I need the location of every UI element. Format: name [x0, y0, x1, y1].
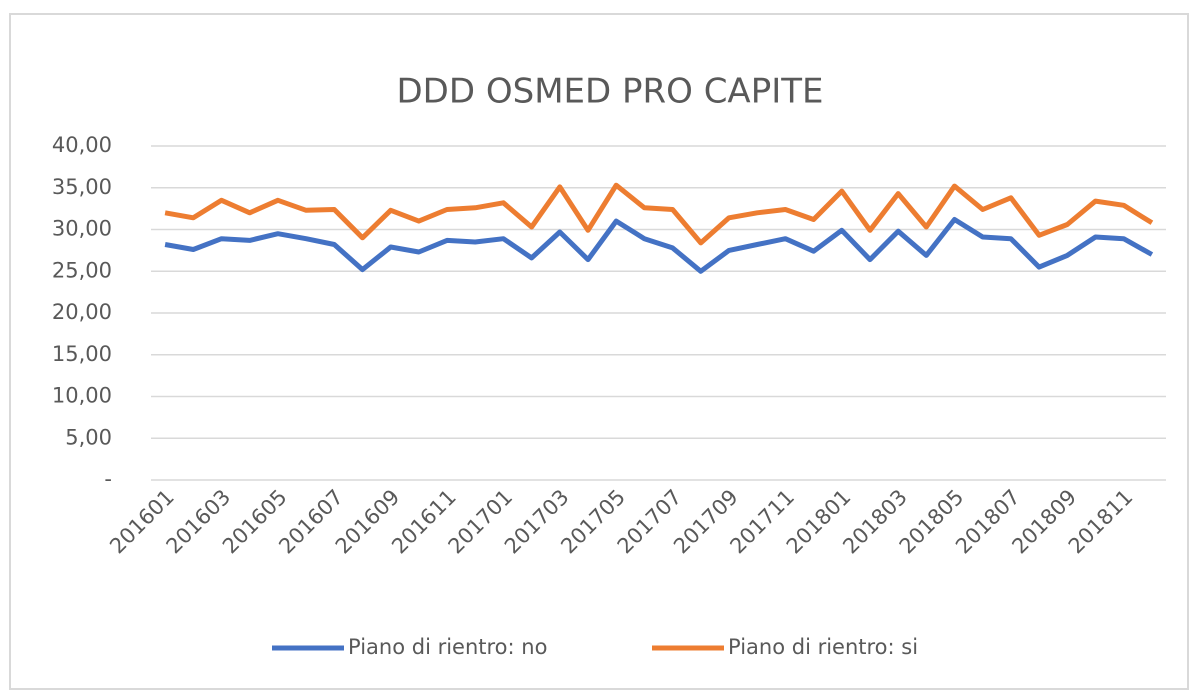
y-tick-label: 5,00: [65, 425, 112, 449]
legend-label: Piano di rientro: no: [348, 635, 547, 659]
y-tick-label: 25,00: [52, 258, 112, 282]
legend-label: Piano di rientro: si: [728, 635, 918, 659]
chart-title: DDD OSMED PRO CAPITE: [397, 72, 824, 112]
y-tick-label: 35,00: [52, 175, 112, 199]
y-tick-label: 20,00: [52, 300, 112, 324]
y-tick-label: 30,00: [52, 217, 112, 241]
y-tick-label: -: [104, 467, 112, 491]
series-line: [164, 182, 1154, 246]
y-tick-label: 15,00: [52, 342, 112, 366]
chart-frame: [9, 13, 1189, 690]
y-tick-label: 10,00: [52, 384, 112, 408]
series-line: [164, 217, 1154, 274]
y-tick-label: 40,00: [52, 133, 112, 157]
